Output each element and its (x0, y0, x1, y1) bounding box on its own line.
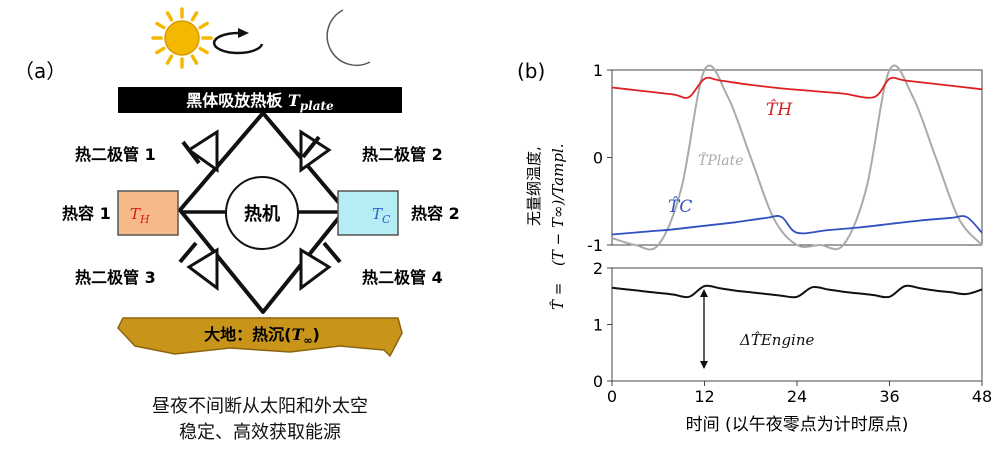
th-series-label: T̂H (766, 100, 793, 120)
tc-label: TC (372, 205, 391, 226)
x-tick-label: 48 (972, 387, 992, 406)
panel-b-label: (b) (517, 59, 545, 83)
x-tick-label: 12 (694, 387, 714, 406)
ground-heatsink (117, 317, 403, 358)
ground-label: 大地：热沉(T∞) (204, 325, 320, 347)
diode-3-label: 热二极管 3 (75, 268, 156, 287)
bottom-plot-frame (611, 267, 983, 382)
diode-bridge (178, 111, 347, 314)
panel-a-label: （a） (14, 59, 66, 83)
cycle-arrow-icon (212, 28, 264, 55)
diode-2-label: 热二极管 2 (362, 145, 443, 164)
diode-1-symbol (181, 129, 219, 173)
bottom-series-group (611, 284, 983, 299)
ylabel-bottom: T̂ = (549, 283, 567, 310)
x-tick-label: 0 (607, 387, 617, 406)
delta-t-engine-label: ΔT̂Engine (739, 331, 815, 349)
engine-label: 热机 (244, 203, 280, 225)
diode-4-symbol (299, 241, 342, 291)
tplate-series-label: T̂Plate (698, 151, 744, 169)
caption-line-2: 稳定、高效获取能源 (179, 422, 341, 443)
moon-icon (326, 9, 371, 67)
top-y-tick-label: 0 (593, 149, 603, 168)
sun-ray (165, 11, 174, 22)
x-axis-label: 时间 (以午夜零点为计时原点) (686, 415, 909, 435)
x-tick-label: 36 (879, 387, 899, 406)
sun-ray (198, 46, 209, 55)
top-y-tick-label: 1 (593, 61, 603, 80)
plate-label: 黑体吸放热板 Tplate (186, 91, 334, 113)
bottom-y-tick-label: 1 (593, 316, 603, 335)
sun-ray (198, 21, 209, 30)
sun-ray (165, 54, 174, 65)
sun-ray (190, 11, 199, 22)
top-y-ticks: -1 0 1 (587, 61, 612, 255)
capacitor-2-label: 热容 2 (411, 204, 460, 223)
heat-engine (225, 176, 299, 250)
tc-series-label: T̂C (668, 197, 692, 217)
series-line-th (611, 76, 983, 99)
top-y-tick-label: -1 (587, 236, 603, 255)
series-line-delta-engine (611, 284, 983, 299)
diode-2-symbol (299, 129, 332, 173)
blackbody-plate (118, 87, 402, 113)
sun-ray (155, 46, 166, 55)
series-line-tc (611, 215, 983, 236)
cold-capacitor (337, 190, 399, 236)
bottom-y-tick-label: 0 (593, 372, 603, 391)
ylabel-line2: (T − T∞)/Tampl. (549, 143, 567, 266)
x-tick-label: 24 (787, 387, 807, 406)
th-label: TH (130, 205, 150, 226)
sun-ray (190, 54, 199, 65)
sun-ray (155, 21, 166, 30)
bottom-y-tick-label: 2 (593, 259, 603, 278)
panel-a: （a） 黑体吸放热板 Tplate (14, 7, 460, 358)
diode-4-label: 热二极管 4 (362, 268, 443, 287)
top-series-group (611, 64, 983, 251)
diode-3-symbol (178, 241, 219, 291)
ylabel-line1: 无量纲温度, (525, 146, 543, 226)
top-plot-frame (611, 69, 983, 246)
capacitor-1-label: 热容 1 (62, 204, 111, 223)
hot-capacitor (117, 190, 179, 236)
sun-icon (151, 7, 213, 69)
series-line-tplate (611, 64, 983, 251)
caption-line-1: 昼夜不间断从太阳和外太空 (152, 396, 368, 417)
diode-1-label: 热二极管 1 (75, 145, 156, 164)
